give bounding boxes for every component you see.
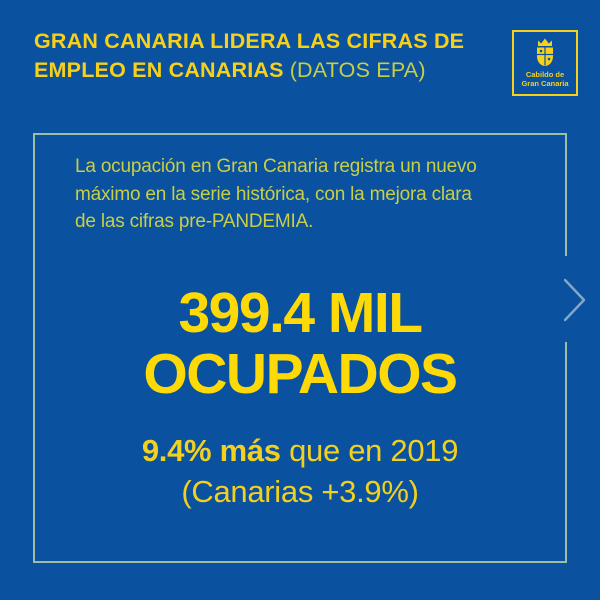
cabildo-logo: Cabildo de Gran Canaria bbox=[512, 30, 578, 96]
cabildo-crest-icon bbox=[537, 38, 553, 66]
title-line1: GRAN CANARIA LIDERA LAS CIFRAS DE bbox=[34, 29, 465, 53]
stats-line2: (Canarias +3.9%) bbox=[181, 474, 419, 509]
logo-text-line2: Gran Canaria bbox=[521, 79, 569, 88]
stats-line1-bold: 9.4% más bbox=[141, 433, 281, 468]
lead-line1: La ocupación en Gran Canaria registra un… bbox=[75, 156, 477, 177]
next-arrow-button[interactable] bbox=[560, 276, 590, 324]
stats-line1: 9.4% más que en 2019 bbox=[35, 430, 565, 471]
poster-title: GRAN CANARIA LIDERA LAS CIFRAS DE EMPLEO… bbox=[34, 27, 464, 85]
title-line2-bold: EMPLEO EN CANARIAS bbox=[34, 58, 284, 82]
logo-text-line1: Cabildo de bbox=[525, 70, 565, 79]
title-line2: EMPLEO EN CANARIAS (DATOS EPA) bbox=[34, 56, 464, 85]
lead-line3: de las cifras pre-PANDEMIA. bbox=[75, 211, 314, 232]
stats-text: 9.4% más que en 2019 (Canarias +3.9%) bbox=[35, 430, 565, 512]
headline-line2: OCUPADOS bbox=[143, 342, 458, 406]
lead-line2: máximo en la serie histórica, con la mej… bbox=[75, 183, 472, 205]
headline: 399.4 MIL OCUPADOS bbox=[35, 283, 565, 405]
chevron-right-icon bbox=[563, 278, 586, 322]
logo-text: Cabildo de Gran Canaria bbox=[521, 70, 568, 88]
stats-line1-rest: que en 2019 bbox=[280, 433, 459, 468]
lead-paragraph: La ocupación en Gran Canaria registra un… bbox=[75, 153, 477, 236]
stats-card: La ocupación en Gran Canaria registra un… bbox=[33, 133, 567, 563]
headline-line1: 399.4 MIL bbox=[178, 281, 423, 345]
border-gap bbox=[558, 256, 572, 342]
title-line2-light: (DATOS EPA) bbox=[289, 58, 426, 82]
